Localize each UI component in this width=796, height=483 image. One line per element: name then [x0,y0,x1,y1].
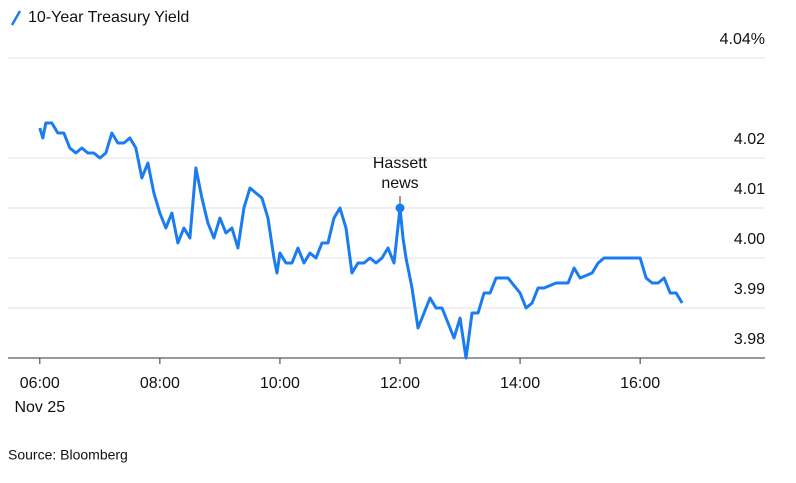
x-tick-label: 12:00 [380,375,420,392]
x-tick-label: 16:00 [620,375,660,392]
source: Source: Bloomberg [8,447,128,463]
x-tick-label: 14:00 [500,375,540,392]
y-tick-label: 4.00 [734,231,765,248]
x-tick-label: 06:00 [20,375,60,392]
y-tick-label: 4.01 [734,181,765,198]
chart-title: 10-Year Treasury Yield [28,9,189,26]
y-tick-label: 4.02 [734,131,765,148]
annotation-text: news [381,175,418,192]
title-icon [10,10,22,26]
x-tick-label: 08:00 [140,375,180,392]
y-tick-label: 3.98 [734,331,765,348]
x-tick-label: 10:00 [260,375,300,392]
y-tick-label: 4.04% [720,31,765,48]
y-tick-label: 3.99 [734,281,765,298]
data-line [38,121,684,360]
x-sublabel: Nov 25 [14,399,65,416]
annotation-dot [395,203,405,213]
annotation-text: Hassett [373,155,428,172]
